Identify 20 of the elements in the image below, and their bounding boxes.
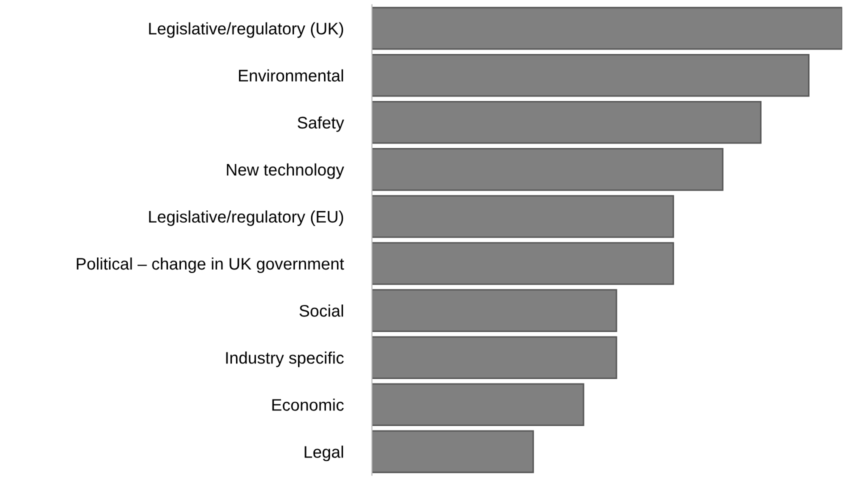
bar	[372, 289, 618, 332]
y-tick-label: Environmental	[238, 69, 344, 82]
bar	[372, 148, 724, 191]
y-tick-label: New technology	[226, 163, 344, 179]
bar	[372, 54, 810, 97]
y-tick-label: Economic	[272, 398, 344, 411]
y-tick-label: Legislative/regulatory (EU)	[149, 210, 344, 226]
y-tick-label: Social	[300, 304, 344, 317]
bar	[372, 242, 674, 285]
bar	[372, 195, 674, 238]
y-tick-label: Industry specific	[226, 352, 344, 368]
bar	[372, 6, 842, 50]
bar	[372, 383, 584, 426]
bar	[372, 430, 534, 474]
bar	[372, 101, 762, 144]
y-tick-label: Legislative/regulatory (UK)	[149, 22, 344, 38]
y-tick-label: Legal	[304, 446, 344, 462]
y-tick-label: Safety	[298, 116, 344, 132]
y-tick-label: Political – change in UK government	[76, 257, 344, 274]
bar	[372, 336, 618, 379]
